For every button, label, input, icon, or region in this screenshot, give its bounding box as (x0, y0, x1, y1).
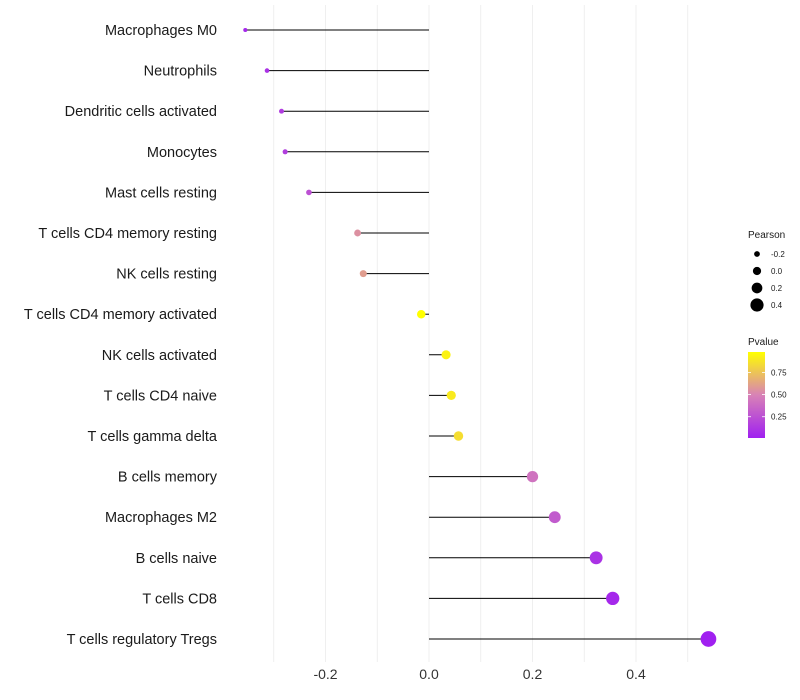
category-label: T cells CD4 naive (104, 388, 217, 404)
category-label: Dendritic cells activated (65, 104, 217, 120)
lollipop-point (453, 431, 464, 441)
lollipop-point (700, 631, 717, 647)
pearson-legend-label: 0.2 (771, 284, 783, 293)
category-label: Macrophages M2 (105, 510, 217, 526)
x-tick-label: -0.2 (313, 666, 337, 682)
lollipop-point (416, 309, 426, 319)
category-labels: Macrophages M0 Neutrophils Dendritic cells… (24, 23, 218, 648)
pearson-legend-label: 0.0 (771, 267, 783, 276)
lollipop-point (279, 108, 285, 114)
lollipop-point (548, 511, 561, 524)
category-label: NK cells resting (116, 267, 217, 283)
x-tick-label: 0.2 (523, 666, 543, 682)
lollipop-point (264, 68, 270, 73)
category-label: B cells memory (118, 470, 218, 486)
lollipop-point (606, 591, 620, 606)
lollipop-stems (245, 29, 709, 640)
pearson-legend-key (751, 282, 763, 294)
lollipop-point (446, 390, 456, 401)
pearson-legend-label: 0.4 (771, 301, 783, 310)
x-tick-label: 0.4 (626, 666, 646, 682)
category-label: Monocytes (147, 145, 217, 161)
lollipop-point (359, 270, 367, 278)
pearson-legend-label: -0.2 (771, 250, 785, 259)
category-label: Macrophages M0 (105, 23, 217, 39)
x-tick-label: 0.0 (419, 666, 439, 682)
category-label: T cells CD4 memory activated (24, 307, 217, 323)
pvalue-color-legend: Pvalue 0.75 0.50 0.25 (748, 337, 787, 438)
pvalue-legend-label: 0.25 (771, 413, 787, 422)
lollipop-point (243, 27, 248, 33)
lollipop-point (589, 551, 603, 565)
pearson-legend-key (750, 298, 764, 312)
lollipop-point (306, 189, 312, 196)
category-label: NK cells activated (102, 348, 217, 364)
grid-lines (273, 5, 689, 662)
pearson-legend-key (752, 266, 762, 276)
category-label: T cells CD4 memory resting (38, 226, 217, 242)
lollipop-point (526, 470, 539, 483)
pvalue-legend-label: 0.75 (771, 368, 787, 377)
category-label: T cells regulatory Tregs (67, 632, 217, 648)
category-label: B cells naive (136, 551, 217, 567)
pvalue-colorbar (748, 352, 765, 438)
category-label: T cells CD8 (142, 591, 217, 607)
lollipop-points (243, 27, 717, 647)
pvalue-legend-title: Pvalue (748, 337, 779, 348)
category-label: Neutrophils (144, 64, 217, 80)
pearson-size-legend: Pearson -0.2 0.0 0.2 0.4 (748, 230, 785, 312)
lollipop-point (441, 350, 451, 360)
x-axis-ticks: -0.2 0.0 0.2 0.4 (313, 666, 646, 682)
pearson-legend-title: Pearson (748, 230, 785, 241)
category-label: T cells gamma delta (88, 429, 218, 445)
lollipop-point (354, 229, 362, 237)
category-label: Mast cells resting (105, 185, 217, 201)
pvalue-legend-label: 0.50 (771, 391, 787, 400)
lollipop-point (282, 149, 288, 155)
pearson-legend-key (754, 251, 760, 257)
